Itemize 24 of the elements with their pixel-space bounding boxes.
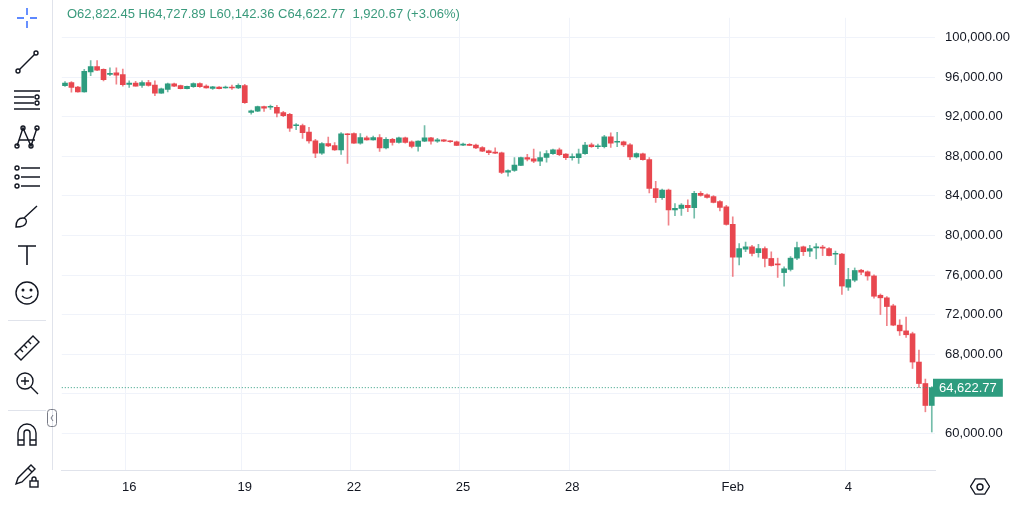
x-tick-label: 4	[844, 479, 852, 495]
x-tick-label: 22	[346, 479, 362, 495]
y-tick-label: 96,000.00	[945, 68, 1003, 84]
candlestick	[806, 244, 813, 257]
y-tick-label: 84,000.00	[945, 187, 1003, 203]
y-tick-label: 92,000.00	[945, 108, 1003, 124]
y-tick-label: 80,000.00	[945, 227, 1003, 243]
x-tick-label: 25	[455, 479, 471, 495]
candlestick	[107, 67, 113, 77]
x-tick-label: 28	[565, 479, 580, 495]
annotation: O62,822.45 H64,727.89 L60,142.36 C64,622.77 1,920.67 (+3.06%)	[67, 6, 460, 21]
x-tick-label: 19	[237, 479, 253, 495]
y-tick-label: 72,000.00	[945, 306, 1003, 322]
x-tick-label: Feb	[721, 479, 744, 495]
ref-line-label: 64,622.77	[939, 379, 997, 395]
y-tick-label: 76,000.00	[945, 266, 1003, 282]
candlestick	[684, 199, 691, 212]
candlestick	[293, 123, 299, 130]
y-tick-label: 100,000.00	[945, 29, 1011, 45]
y-tick-label: 68,000.00	[945, 345, 1003, 361]
candlestick	[614, 131, 621, 148]
y-tick-label: 60,000.00	[945, 424, 1003, 440]
x-tick-label: 16	[121, 479, 137, 495]
y-tick-label: 88,000.00	[945, 147, 1003, 163]
